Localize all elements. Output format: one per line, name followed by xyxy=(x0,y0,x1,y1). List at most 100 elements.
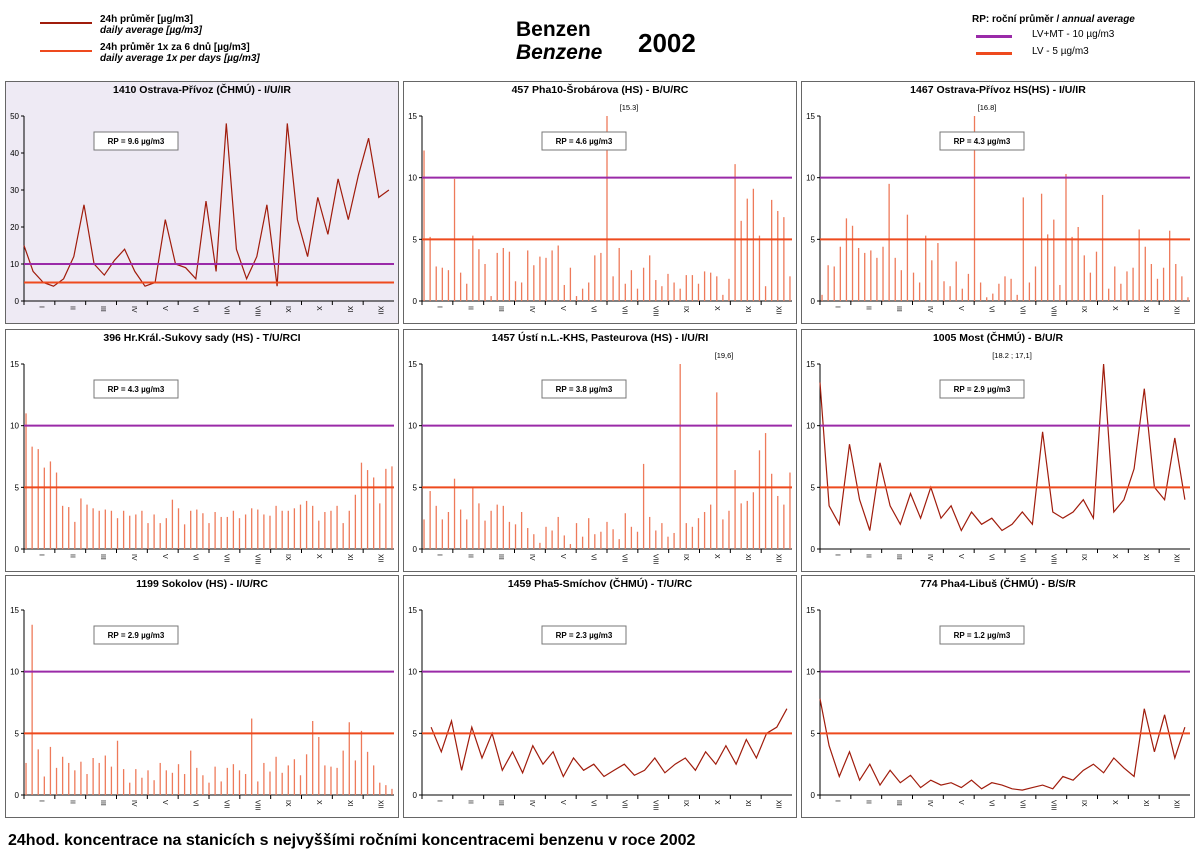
y-tick-label: 0 xyxy=(15,791,20,800)
limit-legend: RP: roční průměr / annual average LV+MT … xyxy=(972,14,1135,60)
chart-title: 774 Pha4-Libuš (ČHMÚ) - B/S/R xyxy=(920,578,1076,590)
month-label: X xyxy=(1111,554,1118,559)
chart-title: 1199 Sokolov (HS) - I/U/RC xyxy=(136,578,268,590)
y-tick-label: 5 xyxy=(811,235,816,244)
month-label: V xyxy=(957,800,964,805)
month-label: I xyxy=(833,800,840,802)
legend-item-limit10: LV+MT - 10 µg/m3 xyxy=(972,27,1135,43)
month-label: XII xyxy=(775,800,782,809)
chart-panel: 457 Pha10-Šrobárova (HS) - B/U/RC 0 5 10 15 I… xyxy=(403,81,797,324)
chart-panel: 1467 Ostrava-Přívoz HS(HS) - I/U/IR 0 5 10 1… xyxy=(801,81,1195,324)
peak-annotation: [16.8] xyxy=(978,103,997,112)
year-label: 2002 xyxy=(638,28,696,58)
y-tick-label: 0 xyxy=(15,545,20,554)
month-label: XI xyxy=(346,306,353,313)
chart-title: 1457 Ústí n.L.-KHS, Pasteurova (HS) - I/… xyxy=(491,332,709,344)
month-label: VIII xyxy=(253,554,260,565)
rp-value: RP = 4.6 µg/m3 xyxy=(556,137,613,146)
chart-panel: 1005 Most (ČHMÚ) - B/U/R 0 5 10 15 I II III IV V V… xyxy=(801,329,1195,572)
month-label: V xyxy=(559,554,566,559)
rp-box xyxy=(939,625,1025,645)
daily-series-line xyxy=(430,708,788,778)
month-label: XI xyxy=(744,306,751,313)
month-label: VI xyxy=(988,306,995,313)
y-tick-label: 0 xyxy=(413,791,418,800)
month-label: V xyxy=(161,800,168,805)
month-label: III xyxy=(895,306,902,312)
month-label: X xyxy=(1111,306,1118,311)
month-label: VIII xyxy=(651,306,658,317)
month-label: IX xyxy=(284,800,291,807)
month-label: IX xyxy=(284,554,291,561)
month-label: II xyxy=(68,306,75,310)
peak-annotation: [18.2 ; 17,1] xyxy=(992,351,1032,360)
chart-panel: 1199 Sokolov (HS) - I/U/RC 0 5 10 15 I II III IV… xyxy=(5,575,399,818)
rp-box xyxy=(541,625,627,645)
chart-title: 457 Pha10-Šrobárova (HS) - B/U/RC xyxy=(511,84,689,96)
month-label: II xyxy=(68,800,75,804)
month-label: I xyxy=(833,554,840,556)
chart-title: 396 Hr.Král.-Sukovy sady (HS) - T/U/RCI xyxy=(103,332,301,344)
y-tick-label: 5 xyxy=(811,729,816,738)
y-tick-label: 15 xyxy=(806,606,815,615)
page-title: Benzen Benzene xyxy=(516,18,602,64)
rp-value: RP = 1.2 µg/m3 xyxy=(954,631,1011,640)
month-label: VII xyxy=(620,800,627,809)
month-label: VI xyxy=(988,800,995,807)
month-label: III xyxy=(895,554,902,560)
y-tick-label: 5 xyxy=(15,729,20,738)
month-label: I xyxy=(37,554,44,556)
month-label: IX xyxy=(682,800,689,807)
y-tick-label: 15 xyxy=(806,360,815,369)
month-label: XI xyxy=(1142,800,1149,807)
y-tick-label: 5 xyxy=(15,483,20,492)
y-tick-label: 0 xyxy=(15,297,20,306)
month-label: VIII xyxy=(253,800,260,811)
month-label: I xyxy=(37,800,44,802)
chart-panel: 1457 Ústí n.L.-KHS, Pasteurova (HS) - I/… xyxy=(403,329,797,572)
y-tick-label: 15 xyxy=(806,112,815,121)
y-tick-label: 15 xyxy=(408,360,417,369)
month-label: V xyxy=(161,306,168,311)
legend-swatch-limit10 xyxy=(976,35,1012,38)
month-label: IV xyxy=(926,306,933,313)
month-label: II xyxy=(864,554,871,558)
month-label: IV xyxy=(130,306,137,313)
rp-value: RP = 4.3 µg/m3 xyxy=(954,137,1011,146)
month-label: I xyxy=(37,306,44,308)
rp-value: RP = 4.3 µg/m3 xyxy=(108,385,165,394)
month-label: III xyxy=(99,800,106,806)
legend-label-sixday-cz: 24h průměr 1x za 6 dnů [µg/m3] xyxy=(100,42,250,53)
month-label: VII xyxy=(222,800,229,809)
month-label: VII xyxy=(1018,554,1025,563)
rp-box xyxy=(93,625,179,645)
month-label: VII xyxy=(620,554,627,563)
month-label: X xyxy=(713,306,720,311)
month-label: VI xyxy=(590,800,597,807)
y-tick-label: 0 xyxy=(811,545,816,554)
daily-series-line xyxy=(819,698,1186,791)
month-label: X xyxy=(315,800,322,805)
chart-panel: 1410 Ostrava-Přívoz (ČHMÚ) - I/U/IR 0 10 20… xyxy=(5,81,399,324)
y-tick-label: 0 xyxy=(811,791,816,800)
month-label: II xyxy=(466,554,473,558)
month-label: X xyxy=(1111,800,1118,805)
month-label: VII xyxy=(620,306,627,315)
month-label: III xyxy=(99,306,106,312)
rp-desc-en: annual average xyxy=(1062,14,1135,25)
month-label: VIII xyxy=(651,800,658,811)
month-label: I xyxy=(833,306,840,308)
month-label: IV xyxy=(528,306,535,313)
legend-item-daily: 24h průměr [µg/m3] daily average [µg/m3] xyxy=(40,14,260,36)
month-label: II xyxy=(864,800,871,804)
legend-swatch-sixday xyxy=(40,50,92,52)
month-label: III xyxy=(497,306,504,312)
month-label: XI xyxy=(1142,554,1149,561)
month-label: VI xyxy=(192,306,199,313)
rp-abbrev: RP: xyxy=(972,14,990,25)
month-label: XII xyxy=(775,554,782,563)
